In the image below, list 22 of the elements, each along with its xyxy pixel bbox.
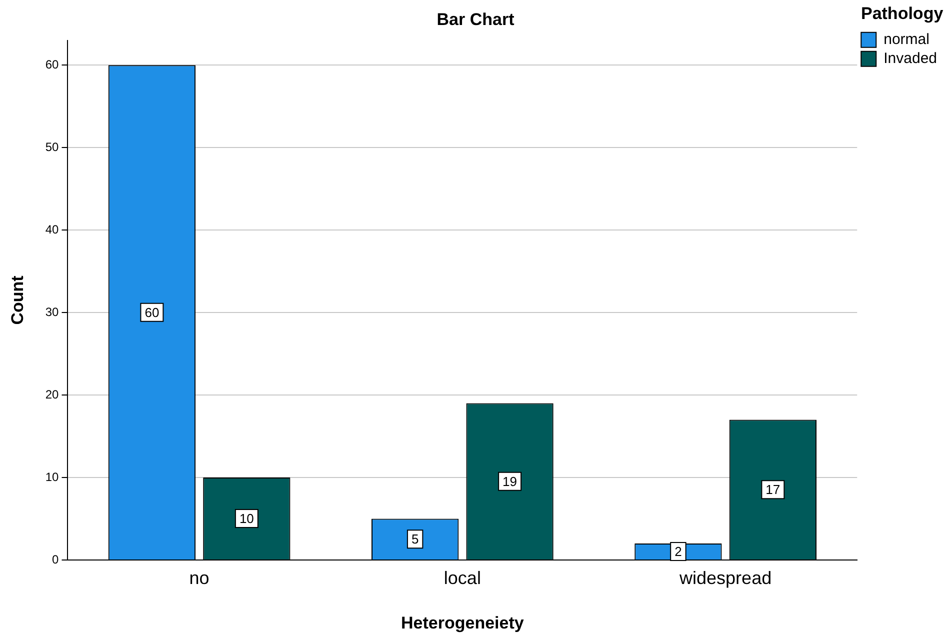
data-label: 10	[239, 511, 254, 526]
legend-label: normal	[884, 31, 930, 48]
y-tick-label: 30	[45, 304, 60, 319]
data-label: 2	[674, 544, 682, 560]
x-tick-label: no	[189, 568, 210, 588]
data-label: 60	[144, 304, 160, 320]
legend-label: Invaded	[884, 50, 938, 68]
y-tick-label: 10	[45, 470, 60, 484]
x-tick-label: widespread	[678, 568, 772, 588]
data-label: 19	[502, 474, 518, 489]
x-tick-label: local	[444, 568, 481, 588]
data-label: 5	[411, 532, 419, 547]
x-axis-title: Heterogeneiety	[401, 613, 524, 632]
chart-title: Bar Chart	[436, 10, 515, 29]
y-tick-label: 60	[45, 57, 60, 72]
data-label: 17	[766, 482, 780, 498]
y-axis-title: Count	[8, 275, 27, 325]
y-tick-label: 40	[45, 222, 60, 236]
y-tick-label: 20	[45, 387, 60, 402]
legend-title: Pathology	[860, 4, 944, 24]
y-tick-label: 50	[45, 140, 60, 154]
y-tick-label: 0	[52, 552, 60, 566]
